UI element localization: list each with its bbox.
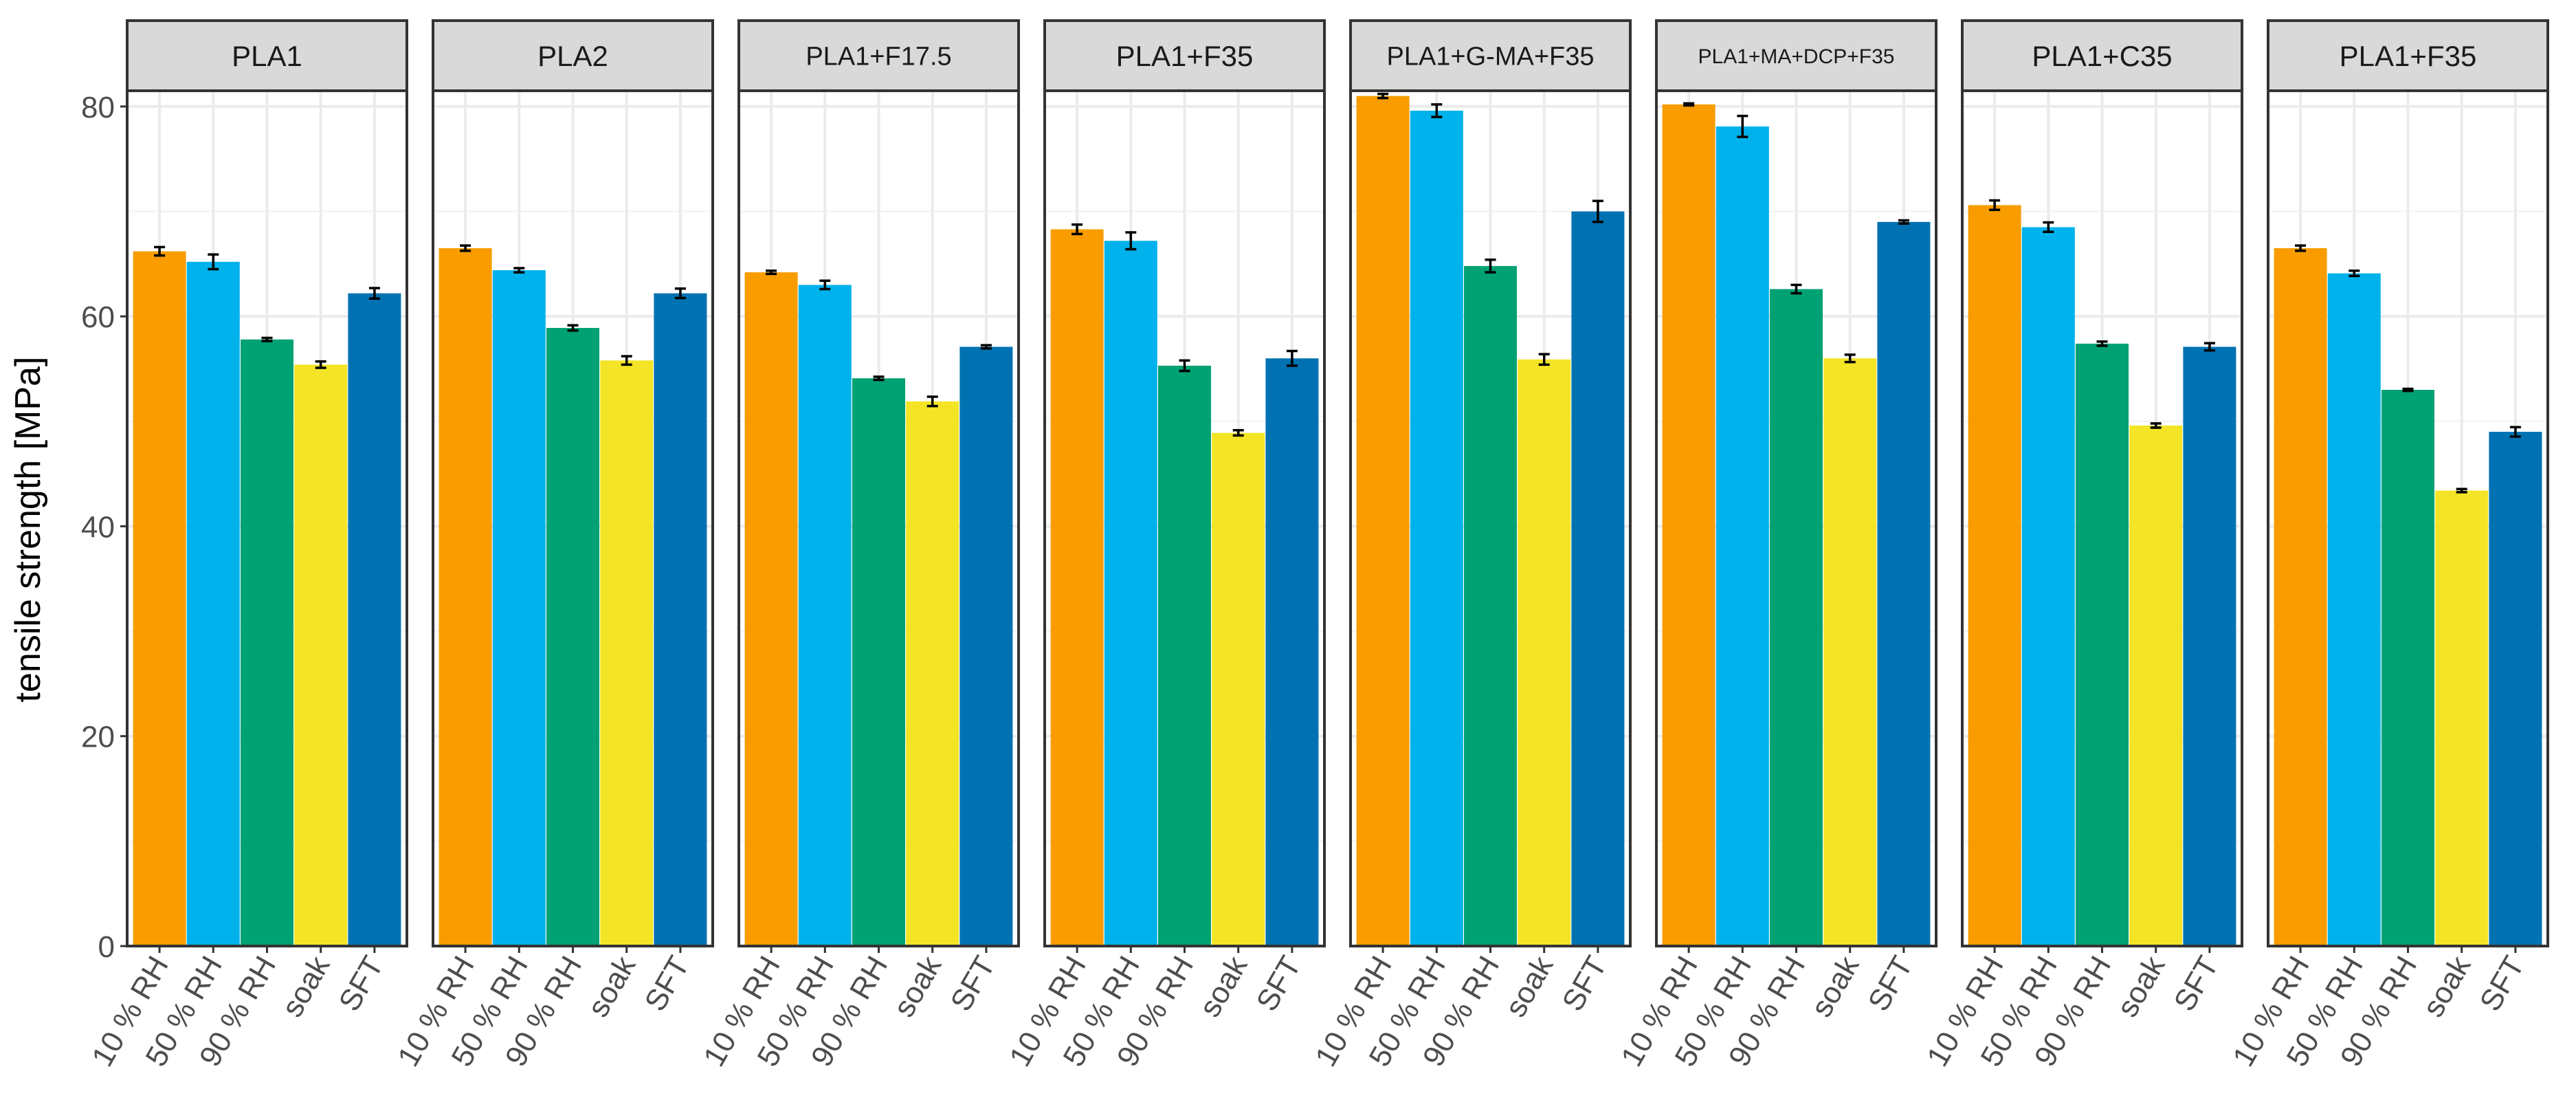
bar [2489,432,2542,946]
bar [1265,358,1319,946]
y-tick-label: 60 [81,300,115,334]
bar [294,364,348,946]
y-tick-label: 0 [98,930,115,964]
bar [2381,390,2435,946]
x-tick-label: SFT [1556,951,1614,1017]
y-tick-label: 80 [81,91,115,124]
bar [2327,273,2381,946]
facet-strip-label: PLA1+F17.5 [806,43,951,72]
bar [1877,221,1931,946]
facet-strip-label: PLA1 [232,40,302,72]
bar [2075,343,2129,946]
bar [852,378,906,946]
bar [600,360,654,946]
bar [798,285,852,946]
facet-strip-label: PLA1+F35 [1116,40,1254,72]
bar [1356,96,1410,947]
x-tick-label: soak [2416,950,2477,1023]
facet-strip-label: PLA1+MA+DCP+F35 [1698,45,1895,68]
facet-strip-label: PLA1+F35 [2340,40,2477,72]
y-axis: 0 20 40 60 80 [81,91,127,964]
facet-strip-label: PLA1+G-MA+F35 [1386,43,1594,72]
x-tick-label: soak [2110,950,2171,1023]
facet-strip [1961,19,2243,92]
bar [1104,241,1157,946]
x-tick-label: soak [1804,950,1865,1023]
bar [654,293,707,946]
bar [1769,289,1823,946]
bar [2129,425,2183,946]
y-tick-label: 20 [81,721,115,754]
bar [2435,490,2489,946]
bar [133,251,186,946]
x-tick-label: SFT [639,951,696,1017]
facet-strip [1655,19,1937,92]
bar [1157,365,1212,946]
bar [1050,229,1104,947]
x-tick-label: SFT [333,951,390,1017]
x-tick-label: soak [581,950,642,1023]
bar [186,261,240,946]
facet-strip [737,19,1020,92]
bar [348,293,401,946]
bar [240,339,294,946]
x-tick-label: soak [275,950,336,1023]
facet-strip [432,19,714,92]
bar [546,327,600,946]
bar [959,347,1013,947]
bar [1823,358,1877,946]
x-tick-label: soak [887,950,948,1023]
bar [438,248,492,947]
facet-strip-label: PLA2 [537,40,608,72]
bar [1518,359,1571,946]
x-tick-label: SFT [2168,951,2225,1017]
x-tick-label: SFT [1250,951,1308,1017]
bar [1410,111,1463,946]
x-tick-label: soak [1192,950,1254,1023]
x-tick-label: soak [1498,950,1559,1023]
bar [1463,265,1518,946]
y-axis-title: tensile strength [MPa] [8,357,48,703]
bar [1716,126,1769,946]
bar [744,272,798,946]
bar [2274,248,2327,947]
bar [492,270,546,946]
facet-strip [126,19,408,92]
bar [1571,211,1625,947]
facet-strip [1043,19,1326,92]
bar [906,401,959,946]
bar [1212,432,1265,946]
bar [1968,205,2021,946]
bar [2183,347,2236,947]
x-tick-label: SFT [1862,951,1920,1017]
facet-strip-label: PLA1+C35 [2032,40,2172,72]
facet-strip [1349,19,1632,92]
bar [1662,104,1716,947]
x-tick-label: SFT [944,951,1002,1017]
facet-strip [2267,19,2549,92]
y-tick-label: 40 [81,510,115,544]
x-tick-label: SFT [2474,951,2531,1017]
bar [2021,227,2075,946]
